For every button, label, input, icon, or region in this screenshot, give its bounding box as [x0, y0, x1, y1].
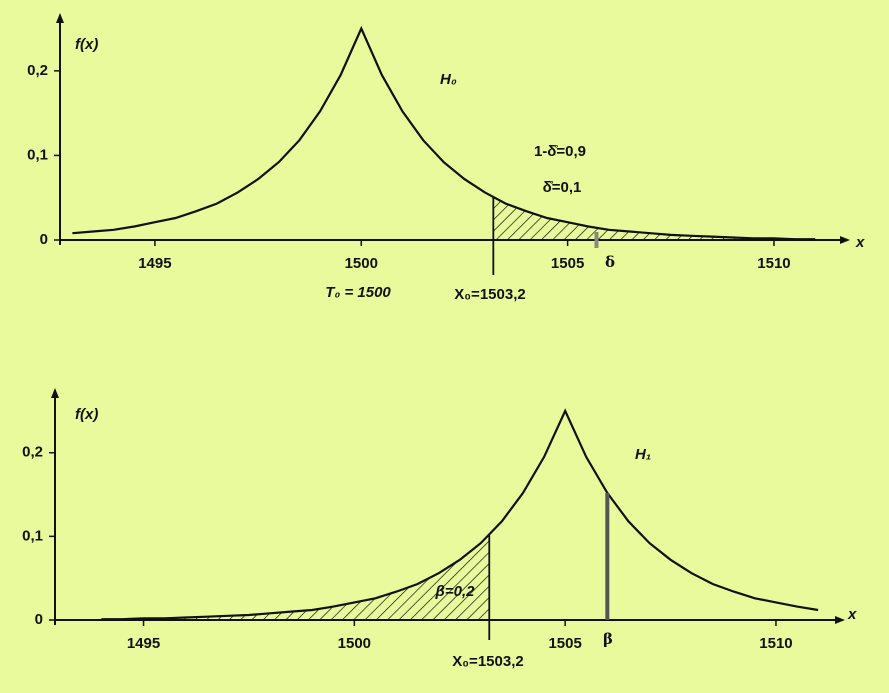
curve-label: H₀ [440, 71, 457, 88]
y-axis-label: f(x) [75, 406, 98, 423]
shaded-area [493, 197, 816, 240]
x-axis-arrow [840, 236, 850, 244]
area-label: 1-δ̊=0,9 [534, 143, 586, 160]
center-label: T₀ = 1500 [325, 284, 391, 301]
x-tick-label: 1495 [138, 255, 171, 272]
x-tick-label: 1510 [759, 635, 792, 652]
density-curve [72, 25, 816, 241]
y-tick-label: 0 [40, 231, 48, 248]
y-tick-label: 0,2 [27, 62, 48, 79]
shaded-area [101, 534, 490, 620]
x-tick-label: 1495 [127, 635, 160, 652]
area-label: δ̊=0,1 [543, 179, 582, 196]
area-label: β=0,2 [435, 583, 476, 600]
x-axis-label: x [847, 606, 857, 623]
x-tick-label: 1500 [338, 635, 371, 652]
y-tick-label: 0,2 [22, 444, 43, 461]
y-tick-label: 0 [35, 611, 43, 628]
x-axis-arrow [835, 616, 845, 624]
y-tick-label: 0,1 [22, 527, 43, 544]
marker-label: δ [605, 253, 615, 271]
marker-label: β [603, 630, 613, 648]
y-axis-label: f(x) [75, 36, 98, 53]
x-axis-label: x [855, 234, 865, 251]
y-axis-arrow [51, 388, 59, 398]
curve-label: H₁ [635, 446, 651, 463]
threshold-label: X₀=1503,2 [452, 653, 523, 670]
x-tick-label: 1505 [551, 255, 584, 272]
density-curve [101, 408, 819, 621]
x-tick-label: 1500 [345, 255, 378, 272]
x-tick-label: 1510 [757, 255, 790, 272]
x-tick-label: 1505 [548, 635, 581, 652]
threshold-label: X₀=1503,2 [454, 286, 525, 303]
y-axis-arrow [56, 13, 64, 23]
y-tick-label: 0,1 [27, 146, 48, 163]
